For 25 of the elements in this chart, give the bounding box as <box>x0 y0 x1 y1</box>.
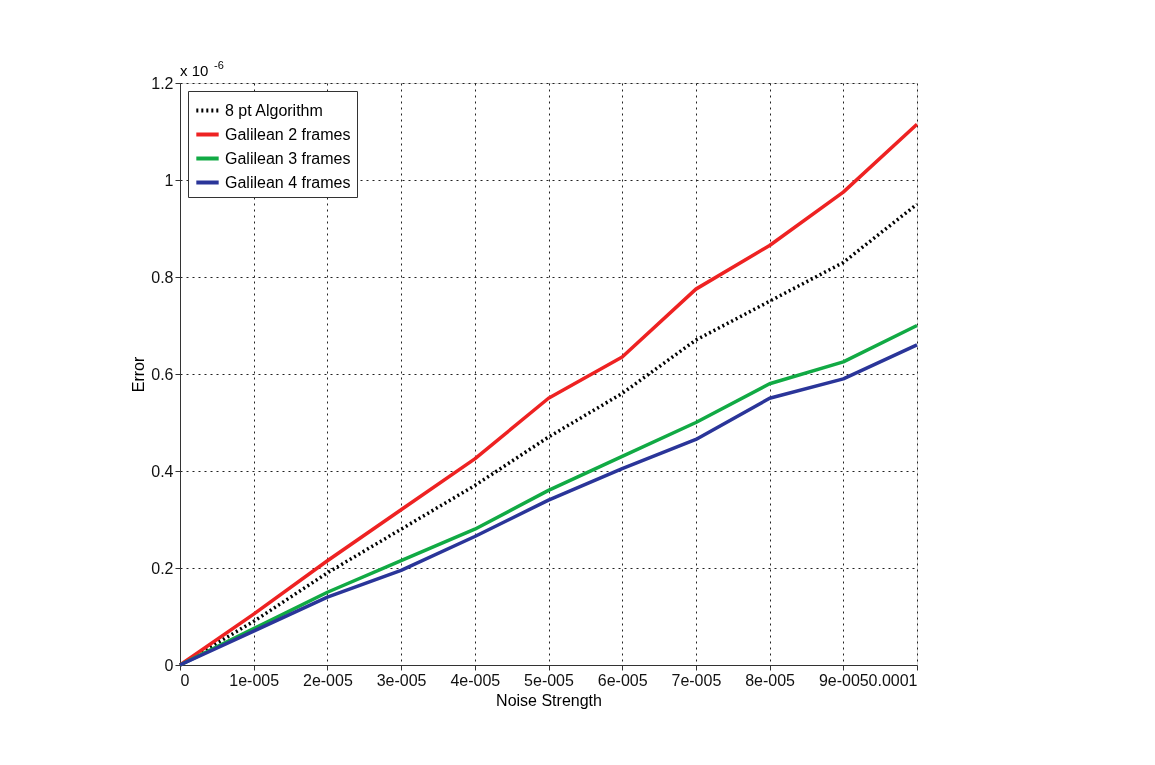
y-axis-title: Error <box>130 356 148 393</box>
y-tick-label: 0.2 <box>151 559 174 577</box>
x-tick-label: 6e-005 <box>597 671 648 689</box>
x-tick-label: 9e-005 <box>818 671 869 689</box>
legend-label: 8 pt Algorithm <box>225 101 323 119</box>
y-tick-label: 0.4 <box>151 462 174 480</box>
y-tick-label: 0.8 <box>151 268 174 286</box>
legend-label: Galilean 2 frames <box>225 125 351 143</box>
y-tick-label: 1.2 <box>151 74 174 92</box>
x-tick-label: 3e-005 <box>376 671 427 689</box>
x-tick-label: 8e-005 <box>745 671 796 689</box>
x-axis-title: Noise Strength <box>496 691 602 709</box>
text: x 10-6 <box>180 59 224 79</box>
legend-label: Galilean 4 frames <box>225 173 351 191</box>
x-tick-label: 0.0001 <box>868 671 918 689</box>
x-tick-label: 7e-005 <box>671 671 722 689</box>
y-tick-label: 1 <box>164 171 174 189</box>
x-tick-label: 1e-005 <box>229 671 280 689</box>
x-tick-label: 0 <box>180 671 190 689</box>
y-tick-label: 0.6 <box>151 365 174 383</box>
x-tick-label: 2e-005 <box>302 671 353 689</box>
legend-label: Galilean 3 frames <box>225 149 351 167</box>
y-tick-label: 0 <box>164 656 174 674</box>
x-tick-label: 5e-005 <box>524 671 575 689</box>
x-tick-label: 4e-005 <box>450 671 501 689</box>
